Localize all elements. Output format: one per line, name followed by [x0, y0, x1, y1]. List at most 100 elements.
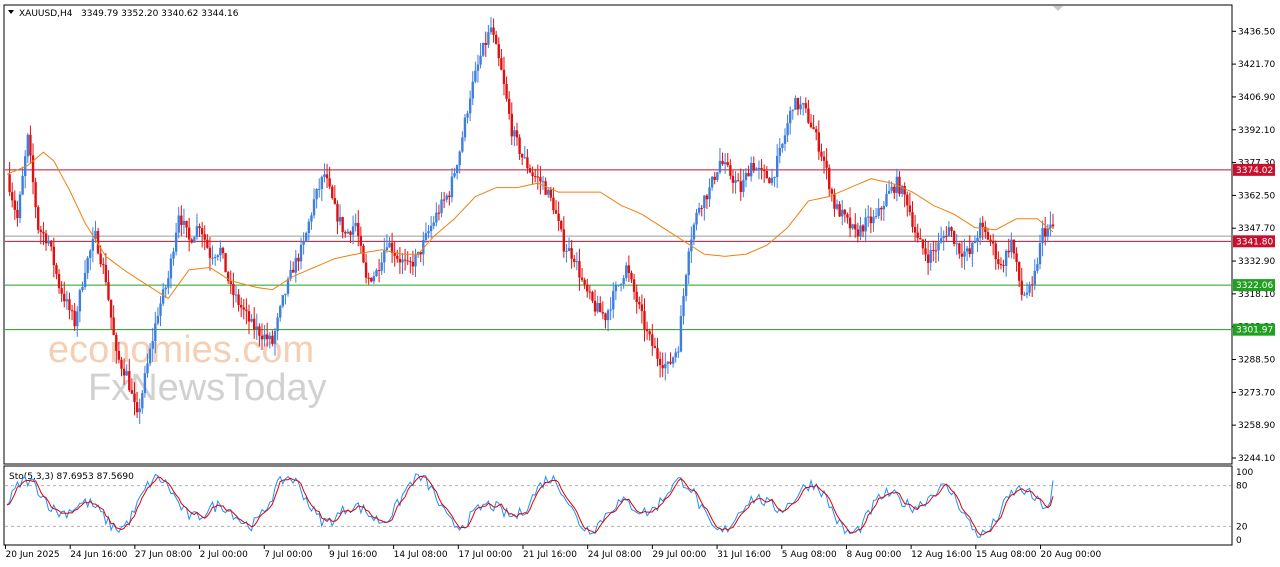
bear-candle [333, 198, 337, 204]
bull-candle [284, 293, 287, 296]
bull-candle [867, 216, 870, 218]
bear-candle [128, 371, 131, 391]
bear-candle [68, 299, 71, 311]
x-tick-label: 17 Jul 00:00 [458, 550, 512, 560]
bear-candle [762, 169, 766, 171]
bear-candle [804, 103, 808, 109]
bull-candle [788, 110, 792, 124]
bull-candle [461, 137, 464, 152]
bull-candle [1010, 239, 1013, 253]
bull-candle [401, 259, 404, 263]
bear-candle [531, 172, 534, 177]
bull-candle [567, 248, 571, 252]
bear-candle [57, 273, 61, 289]
level-label-box [1233, 235, 1275, 248]
bear-candle [224, 253, 227, 273]
bear-candle [848, 217, 852, 229]
bear-candle [135, 402, 139, 413]
x-tick-label: 8 Aug 00:00 [846, 550, 901, 560]
y-tick-label: 3421.70 [1238, 60, 1275, 70]
bull-candle [890, 186, 893, 191]
shift-marker-icon[interactable] [1053, 6, 1063, 11]
candles [8, 17, 1055, 424]
bull-candle [783, 135, 787, 144]
bull-candle [1038, 243, 1042, 265]
bull-candle [684, 275, 688, 296]
bull-candle [841, 209, 844, 217]
bear-candle [906, 194, 909, 206]
x-tick-label: 2 Jul 00:00 [200, 550, 249, 560]
bull-candle [164, 287, 167, 290]
bear-candle [52, 246, 56, 266]
bull-candle [718, 160, 722, 173]
bull-candle [757, 167, 761, 169]
bull-candle [268, 335, 272, 340]
bull-candle [872, 216, 875, 224]
bear-candle [122, 368, 126, 376]
bear-candle [880, 208, 883, 210]
bull-candle [453, 173, 456, 177]
bear-candle [44, 233, 48, 244]
bull-candle [86, 257, 89, 274]
bear-candle [187, 227, 191, 240]
bear-candle [120, 359, 123, 369]
bear-candle [1015, 253, 1018, 263]
bear-candle [812, 127, 815, 130]
bear-candle [242, 307, 245, 310]
bear-candle [1007, 250, 1010, 253]
bull-candle [318, 188, 321, 190]
bear-candle [705, 195, 709, 200]
bear-candle [37, 207, 40, 230]
bull-candle [487, 32, 490, 45]
bull-candle [279, 306, 282, 318]
bear-candle [510, 113, 513, 137]
bear-candle [997, 259, 1000, 264]
bear-candle [653, 345, 657, 349]
bull-candle [81, 286, 84, 291]
bear-candle [50, 240, 53, 247]
bull-candle [973, 242, 977, 244]
bear-candle [825, 160, 828, 168]
y-tick-label: 3332.90 [1238, 257, 1275, 267]
bear-candle [226, 272, 230, 281]
bear-candle [588, 291, 592, 293]
y-tick-label: 3347.70 [1238, 224, 1275, 234]
bear-candle [104, 264, 108, 283]
bull-candle [468, 98, 472, 114]
bear-candle [817, 132, 821, 152]
stochastic-tick-label: 100 [1236, 468, 1253, 478]
bear-candle [325, 174, 329, 179]
bear-candle [822, 156, 826, 161]
bear-candle [768, 178, 771, 184]
bull-candle [289, 269, 292, 279]
bear-candle [247, 311, 251, 322]
bull-candle [414, 254, 417, 267]
bear-candle [669, 361, 672, 364]
bear-candle [833, 193, 836, 209]
bull-candle [692, 224, 696, 240]
bull-candle [851, 224, 854, 229]
bull-candle [723, 162, 727, 165]
bear-candle [73, 310, 76, 327]
bull-candle [466, 113, 469, 118]
bull-candle [799, 104, 802, 110]
bull-candle [315, 188, 318, 200]
bull-candle [755, 168, 758, 171]
bull-candle [775, 155, 779, 178]
y-tick-label: 3406.90 [1238, 93, 1275, 103]
bull-candle [375, 270, 378, 277]
bear-candle [651, 334, 654, 346]
bull-candle [455, 165, 459, 174]
bull-candle [695, 212, 698, 225]
level-price-labels: 3374.02 3341.80 3322.06 3301.97 [1233, 163, 1275, 336]
bear-candle [396, 255, 399, 259]
bull-candle [302, 241, 305, 245]
bull-candle [1046, 228, 1049, 237]
bull-candle [1004, 250, 1008, 266]
dropdown-arrow-icon[interactable] [8, 10, 14, 14]
bear-candle [260, 335, 264, 340]
bull-candle [622, 278, 625, 285]
bull-candle [1036, 264, 1039, 271]
bull-candle [354, 222, 357, 227]
